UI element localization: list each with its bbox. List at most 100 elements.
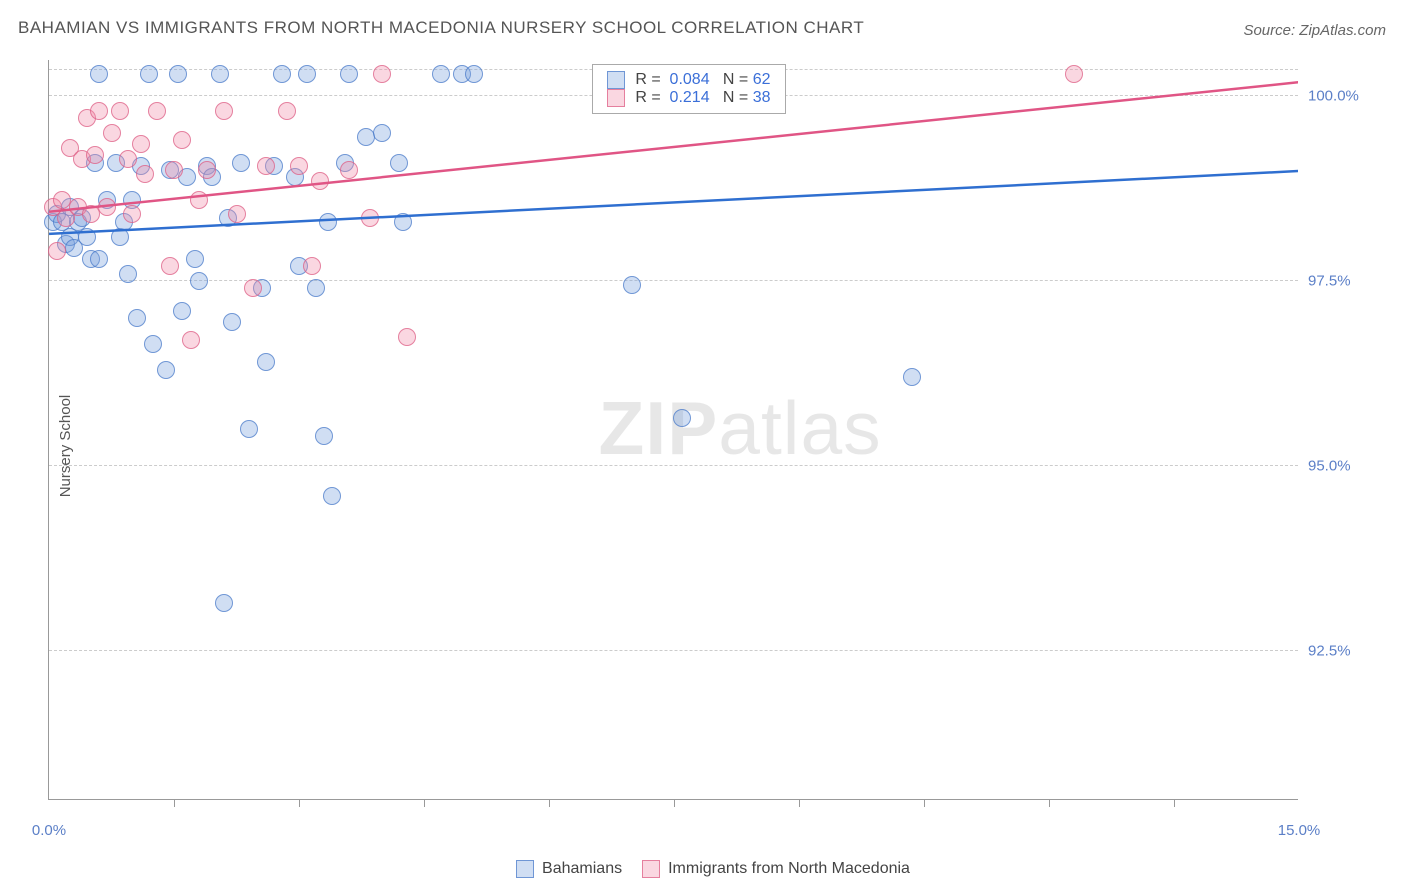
data-point — [82, 205, 100, 223]
stats-row: R = 0.214 N = 38 — [607, 89, 770, 107]
data-point — [190, 272, 208, 290]
data-point — [394, 213, 412, 231]
data-point — [173, 131, 191, 149]
x-tick — [174, 799, 175, 807]
data-point — [390, 154, 408, 172]
data-point — [103, 124, 121, 142]
data-point — [673, 409, 691, 427]
data-point — [90, 250, 108, 268]
x-tick — [799, 799, 800, 807]
data-point — [90, 65, 108, 83]
plot-area: ZIPatlas 92.5%95.0%97.5%100.0%0.0%15.0%R… — [48, 60, 1298, 800]
data-point — [53, 191, 71, 209]
legend-label: Immigrants from North Macedonia — [668, 860, 910, 877]
data-point — [432, 65, 450, 83]
data-point — [215, 594, 233, 612]
data-point — [215, 102, 233, 120]
data-point — [232, 154, 250, 172]
data-point — [198, 161, 216, 179]
y-tick-label: 97.5% — [1308, 273, 1388, 290]
data-point — [373, 124, 391, 142]
x-tick-label: 15.0% — [1278, 822, 1321, 839]
data-point — [223, 313, 241, 331]
data-point — [119, 150, 137, 168]
legend-swatch-icon — [642, 860, 660, 878]
legend-label: Bahamians — [542, 860, 622, 877]
source-label: Source: ZipAtlas.com — [1243, 22, 1386, 39]
data-point — [78, 228, 96, 246]
data-point — [48, 242, 66, 260]
data-point — [211, 65, 229, 83]
data-point — [315, 427, 333, 445]
watermark-bold: ZIP — [599, 386, 719, 470]
data-point — [257, 353, 275, 371]
data-point — [157, 361, 175, 379]
x-tick-label: 0.0% — [32, 822, 66, 839]
data-point — [373, 65, 391, 83]
data-point — [361, 209, 379, 227]
data-point — [186, 250, 204, 268]
x-tick — [299, 799, 300, 807]
trend-line — [49, 171, 1298, 234]
data-point — [111, 102, 129, 120]
data-point — [128, 309, 146, 327]
n-value: 38 — [753, 89, 771, 106]
data-point — [357, 128, 375, 146]
data-point — [298, 65, 316, 83]
data-point — [319, 213, 337, 231]
watermark-rest: atlas — [718, 386, 881, 470]
data-point — [903, 368, 921, 386]
data-point — [123, 205, 141, 223]
n-value: 62 — [753, 71, 771, 88]
data-point — [311, 172, 329, 190]
data-point — [323, 487, 341, 505]
data-point — [90, 102, 108, 120]
data-point — [165, 161, 183, 179]
chart-title: BAHAMIAN VS IMMIGRANTS FROM NORTH MACEDO… — [18, 18, 864, 38]
data-point — [1065, 65, 1083, 83]
data-point — [182, 331, 200, 349]
data-point — [290, 157, 308, 175]
x-tick — [1049, 799, 1050, 807]
legend: Bahamians Immigrants from North Macedonia — [0, 860, 1406, 878]
data-point — [273, 65, 291, 83]
data-point — [169, 65, 187, 83]
data-point — [244, 279, 262, 297]
stats-box: R = 0.084 N = 62R = 0.214 N = 38 — [592, 64, 785, 114]
x-tick — [424, 799, 425, 807]
watermark: ZIPatlas — [599, 385, 882, 471]
data-point — [303, 257, 321, 275]
x-tick — [549, 799, 550, 807]
data-point — [119, 265, 137, 283]
data-point — [98, 198, 116, 216]
data-point — [173, 302, 191, 320]
gridline — [49, 280, 1298, 281]
data-point — [240, 420, 258, 438]
data-point — [465, 65, 483, 83]
data-point — [148, 102, 166, 120]
data-point — [132, 135, 150, 153]
gridline — [49, 650, 1298, 651]
data-point — [136, 165, 154, 183]
y-tick-label: 92.5% — [1308, 643, 1388, 660]
y-tick-label: 95.0% — [1308, 458, 1388, 475]
data-point — [398, 328, 416, 346]
x-tick — [924, 799, 925, 807]
data-point — [340, 65, 358, 83]
data-point — [161, 257, 179, 275]
swatch-icon — [607, 89, 625, 107]
data-point — [228, 205, 246, 223]
data-point — [144, 335, 162, 353]
y-tick-label: 100.0% — [1308, 88, 1388, 105]
data-point — [278, 102, 296, 120]
data-point — [140, 65, 158, 83]
x-tick — [674, 799, 675, 807]
data-point — [340, 161, 358, 179]
stats-row: R = 0.084 N = 62 — [607, 71, 770, 89]
data-point — [86, 146, 104, 164]
r-value: 0.214 — [670, 89, 710, 106]
data-point — [623, 276, 641, 294]
x-tick — [1174, 799, 1175, 807]
data-point — [307, 279, 325, 297]
swatch-icon — [607, 71, 625, 89]
